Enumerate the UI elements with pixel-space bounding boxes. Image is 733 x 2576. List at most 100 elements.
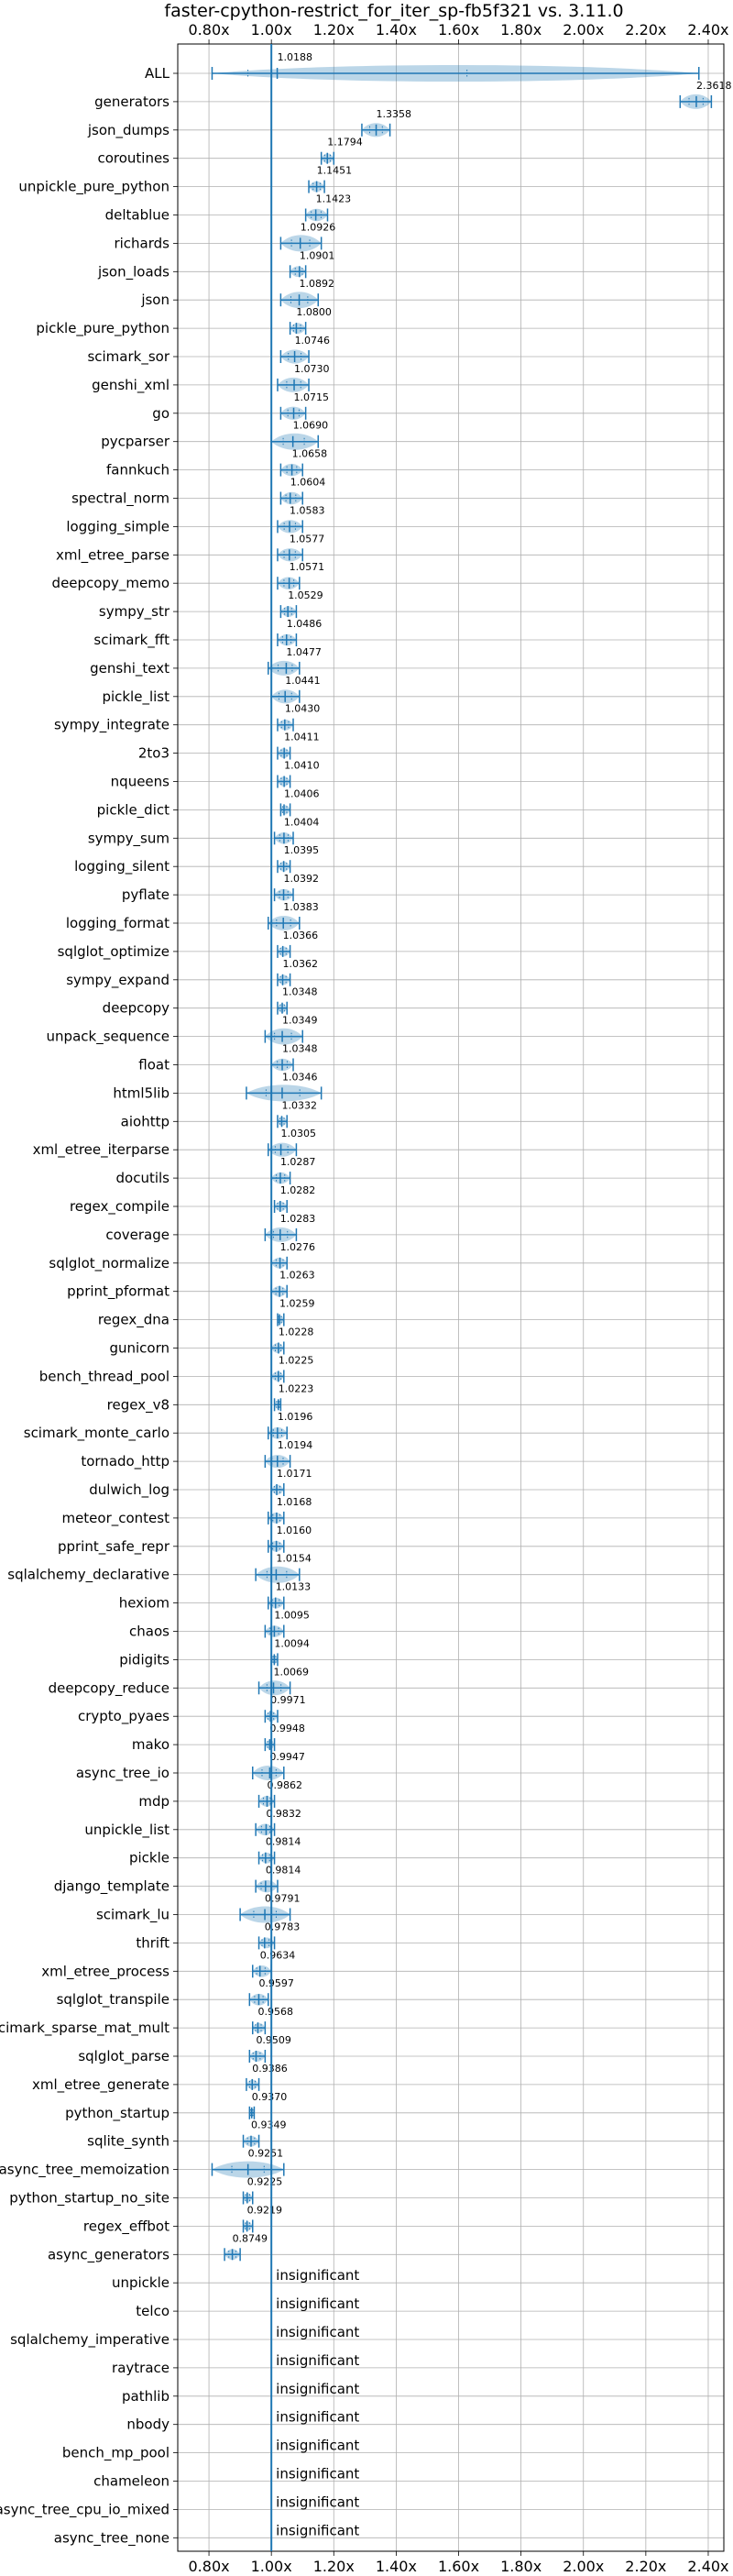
category-label: hexiom <box>119 1595 170 1612</box>
value-label: 1.0571 <box>290 561 325 573</box>
category-label: genshi_text <box>90 660 170 677</box>
value-label: 1.0276 <box>280 1241 316 1253</box>
value-label: 1.0094 <box>274 1637 310 1649</box>
category-label: coroutines <box>97 150 170 167</box>
value-label: 0.9634 <box>260 1949 296 1961</box>
value-label: 1.0395 <box>284 844 320 856</box>
category-label: nqueens <box>111 774 170 790</box>
category-label: xml_etree_process <box>41 1963 170 1980</box>
x-tick-label-bottom: 0.80x <box>189 2558 230 2575</box>
category-label: sympy_sum <box>88 830 170 847</box>
category-label: pprint_safe_repr <box>58 1538 170 1556</box>
value-label: 1.0171 <box>277 1468 312 1480</box>
value-label: 1.0160 <box>277 1525 312 1536</box>
value-label: 1.0263 <box>279 1270 315 1282</box>
category-label: xml_etree_iterparse <box>33 1141 170 1159</box>
category-label: sqlglot_normalize <box>49 1255 170 1272</box>
category-label: docutils <box>116 1170 170 1186</box>
value-label: 1.0362 <box>283 958 319 970</box>
value-label: 1.0392 <box>284 873 320 885</box>
value-label: 1.0282 <box>280 1184 316 1196</box>
category-label: scimark_lu <box>96 1907 170 1924</box>
category-label: dulwich_log <box>89 1481 170 1499</box>
category-label: chameleon <box>93 2473 170 2490</box>
category-label: pprint_pformat <box>67 1283 170 1301</box>
category-label: sympy_str <box>99 603 170 621</box>
x-tick-label-top: 1.80x <box>500 21 542 39</box>
value-label: 0.9349 <box>251 2119 287 2131</box>
value-label: 1.0346 <box>282 1071 318 1083</box>
value-label: 1.0348 <box>282 986 318 998</box>
value-label: 1.1451 <box>317 165 353 177</box>
insignificant-label: insignificant <box>276 2324 359 2340</box>
category-label: pickle <box>129 1850 170 1866</box>
category-label: xml_etree_parse <box>56 546 170 564</box>
value-label: 0.9251 <box>248 2148 284 2160</box>
category-label: json_loads <box>97 263 170 281</box>
value-label: 2.3618 <box>696 80 732 92</box>
category-label: unpack_sequence <box>47 1029 170 1046</box>
value-label: 0.9862 <box>267 1779 302 1791</box>
value-label: 0.9971 <box>270 1694 306 1706</box>
category-label: async_tree_io <box>76 1765 170 1782</box>
category-label: pidigits <box>119 1651 170 1668</box>
x-tick-label-bottom: 2.40x <box>687 2558 728 2575</box>
value-label: 1.0892 <box>300 278 335 290</box>
category-label: float <box>138 1057 170 1073</box>
value-label: 0.9832 <box>266 1808 301 1820</box>
category-label: pathlib <box>122 2388 170 2405</box>
chart-title: faster-cpython-restrict_for_iter_sp-fb5f… <box>164 1 623 21</box>
value-label: 1.0305 <box>281 1128 317 1139</box>
value-label: 1.0194 <box>278 1439 313 1451</box>
x-tick-label-top: 1.60x <box>438 21 479 39</box>
value-label: 1.0154 <box>276 1553 312 1565</box>
x-tick-label-top: 2.20x <box>625 21 666 39</box>
category-label: logging_silent <box>74 858 170 875</box>
value-label: 1.0901 <box>300 249 335 261</box>
category-label: bench_thread_pool <box>39 1368 170 1385</box>
category-label: logging_simple <box>66 518 170 535</box>
x-tick-label-bottom: 1.20x <box>313 2558 355 2575</box>
x-tick-label-top: 1.20x <box>313 21 355 39</box>
category-label: spectral_norm <box>71 490 170 508</box>
value-label: 1.0383 <box>283 901 319 913</box>
category-label: html5lib <box>113 1084 170 1101</box>
value-label: 1.0404 <box>284 816 320 828</box>
value-label: 1.0411 <box>284 732 320 743</box>
value-label: 1.0529 <box>288 589 323 601</box>
category-label: scimark_sor <box>87 348 170 366</box>
value-label: 1.0658 <box>292 448 328 460</box>
value-label: 0.9814 <box>266 1836 301 1848</box>
category-label: async_tree_memoization <box>0 2162 170 2179</box>
category-label: sqlite_synth <box>87 2133 170 2151</box>
value-label: 1.0349 <box>282 1015 318 1027</box>
value-label: 1.1423 <box>316 193 352 205</box>
insignificant-label: insignificant <box>276 2438 359 2454</box>
value-label: 1.0168 <box>277 1496 312 1508</box>
insignificant-label: insignificant <box>276 2352 359 2369</box>
category-label: thrift <box>136 1934 170 1951</box>
axes: 0.80x 0.80x 1.00x 1.00x 1.20x 1.20x 1.40x 1.40x… <box>0 21 729 2575</box>
x-tick-label-bottom: 2.20x <box>625 2558 666 2575</box>
category-label: regex_compile <box>70 1198 170 1216</box>
category-label: scimark_fft <box>93 632 170 649</box>
category-label: genshi_xml <box>92 377 170 394</box>
value-label: 1.0800 <box>296 306 332 318</box>
value-label: 1.1794 <box>327 137 363 149</box>
category-label: sqlglot_optimize <box>58 943 170 961</box>
category-label: deepcopy_reduce <box>49 1679 170 1697</box>
value-label: 1.0926 <box>301 221 336 233</box>
category-label: deepcopy <box>103 1000 170 1017</box>
value-label: 1.0486 <box>287 618 323 630</box>
value-label: 1.0348 <box>282 1043 318 1055</box>
category-label: xml_etree_generate <box>32 2076 170 2094</box>
category-label: raytrace <box>112 2360 170 2376</box>
x-tick-label-top: 2.40x <box>687 21 728 39</box>
insignificant-label: insignificant <box>276 2522 359 2538</box>
value-label: 1.0604 <box>290 477 326 489</box>
category-label: async_generators <box>48 2246 170 2263</box>
value-label: 1.0430 <box>285 703 321 715</box>
category-label: pickle_list <box>102 688 170 706</box>
category-label: regex_v8 <box>107 1396 170 1414</box>
